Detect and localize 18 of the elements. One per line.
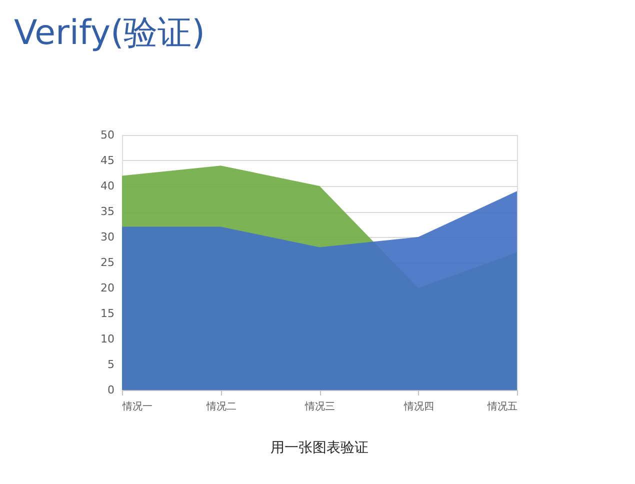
y-tick-label: 35 bbox=[100, 205, 114, 218]
x-tick-label: 情况一 bbox=[122, 400, 152, 412]
y-tick-label: 40 bbox=[100, 180, 114, 192]
x-tick-label: 情况四 bbox=[402, 400, 434, 412]
x-tick-label: 情况三 bbox=[304, 400, 335, 412]
x-tick-label: 情况五 bbox=[486, 400, 518, 412]
text: 用一张图表验证 bbox=[270, 440, 368, 456]
y-tick-label: 20 bbox=[100, 282, 114, 294]
x-tick-label: 情况二 bbox=[205, 400, 236, 412]
y-tick-label: 25 bbox=[100, 256, 114, 269]
chart-title: Verify(验证) bbox=[14, 13, 205, 53]
y-tick-label: 5 bbox=[108, 358, 114, 371]
y-tick-label: 0 bbox=[108, 384, 114, 396]
y-tick-label: 45 bbox=[100, 154, 114, 167]
y-tick-label: 50 bbox=[100, 128, 114, 142]
y-tick-label: 30 bbox=[100, 230, 114, 244]
y-tick-label: 10 bbox=[100, 332, 114, 346]
y-tick-label: 15 bbox=[100, 307, 114, 320]
